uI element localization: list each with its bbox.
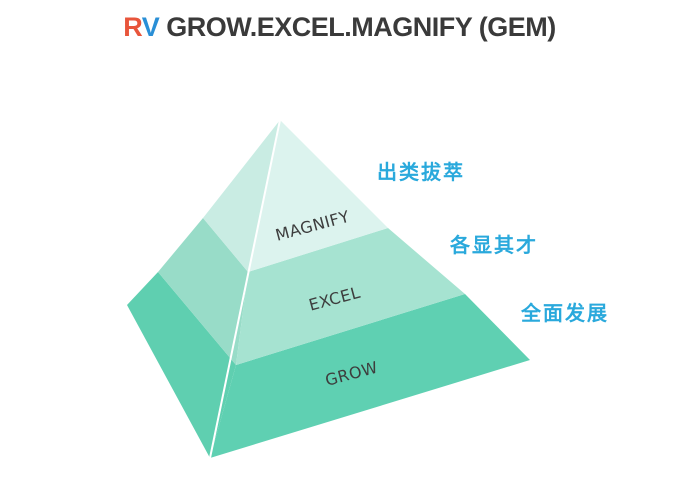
side-label-grow: 全面发展 <box>521 301 609 325</box>
tier-magnify-front-face <box>248 120 388 272</box>
title-prefix-r: R <box>123 12 142 42</box>
pyramid-front-edge <box>209 119 281 459</box>
page-title: RV GROW.EXCEL.MAGNIFY (GEM) <box>0 12 679 43</box>
title-prefix-v: V <box>141 12 160 42</box>
side-label-magnify: 出类拔萃 <box>377 160 465 184</box>
tier-grow-side-face <box>127 272 236 458</box>
title-text: GROW.EXCEL.MAGNIFY (GEM) <box>159 12 556 42</box>
tier-excel-side-face <box>158 218 248 365</box>
tier-excel-front-face <box>236 228 465 365</box>
tier-magnify-side-face <box>203 120 280 272</box>
side-label-excel: 各显其才 <box>450 233 538 257</box>
tier-grow-front-face <box>210 294 530 458</box>
